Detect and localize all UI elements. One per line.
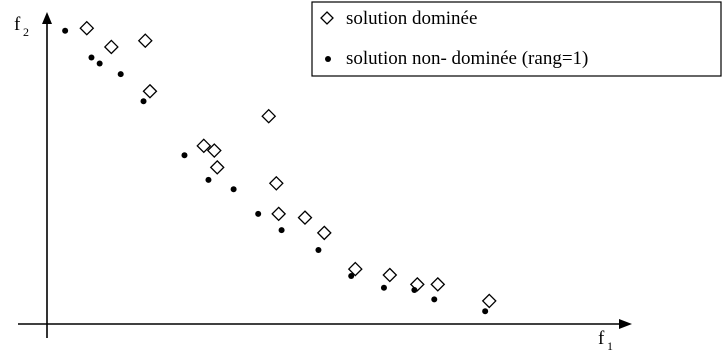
y-axis-label: f 2: [14, 14, 29, 39]
nondominated-point: [140, 98, 147, 105]
dominated-point: [209, 159, 225, 175]
y-axis-label-subscript: 2: [23, 25, 29, 39]
axes: [18, 12, 632, 338]
dominated-point: [297, 210, 313, 226]
dominated-point: [347, 261, 363, 277]
dominated-point: [316, 225, 332, 241]
nondominated-point: [482, 308, 489, 315]
dominated-point: [137, 33, 153, 49]
nondominated-point: [255, 210, 262, 217]
nondominated-point: [315, 247, 322, 254]
legend-box: [311, 1, 722, 77]
nondominated-point: [181, 152, 188, 159]
legend: solution dominée solution non- dominée (…: [311, 1, 722, 77]
x-axis-label: f 1: [598, 328, 613, 353]
dominated-point: [103, 39, 119, 55]
dominated-point: [382, 267, 398, 283]
dominated-point: [271, 206, 287, 222]
nondominated-point: [88, 54, 95, 61]
dominated-point: [430, 276, 446, 292]
dominated-point: [142, 83, 158, 99]
legend-dot-icon: [325, 56, 331, 62]
nondominated-point: [117, 71, 124, 78]
legend-entry-nondominated: solution non- dominée (rang=1): [346, 48, 588, 69]
x-axis-arrow: [619, 319, 632, 329]
nondominated-point: [96, 60, 103, 67]
y-axis-label-main: f: [14, 14, 21, 35]
dominated-point: [268, 175, 284, 191]
nondominated-point: [411, 286, 418, 293]
data-points: [62, 20, 497, 315]
nondominated-point: [278, 227, 285, 234]
x-axis-label-subscript: 1: [607, 339, 613, 353]
legend-entry-dominated: solution dominée: [346, 8, 477, 29]
legend-diamond-icon: [320, 11, 334, 25]
dominated-point: [481, 293, 497, 309]
x-axis-label-main: f: [598, 328, 605, 349]
nondominated-point: [62, 27, 69, 34]
dominated-point: [79, 20, 95, 36]
nondominated-point: [380, 284, 387, 291]
y-axis-arrow: [42, 12, 52, 24]
dominated-point: [261, 108, 277, 124]
nondominated-point: [230, 186, 237, 193]
nondominated-point: [348, 272, 355, 279]
dominated-point: [206, 143, 222, 158]
nondominated-point: [431, 296, 438, 303]
nondominated-point: [205, 176, 212, 183]
dominated-point: [196, 138, 212, 154]
